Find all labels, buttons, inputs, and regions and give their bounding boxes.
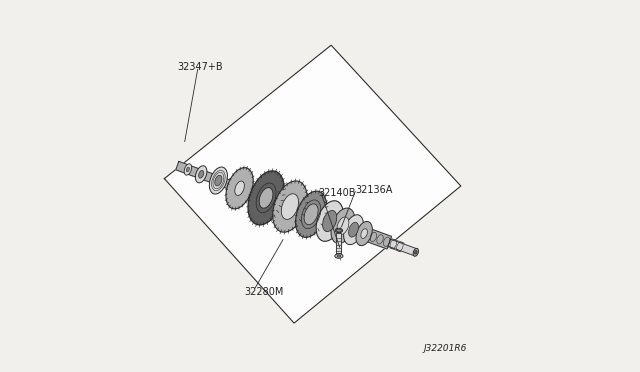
Ellipse shape (413, 248, 419, 256)
Ellipse shape (335, 254, 343, 258)
Ellipse shape (335, 228, 342, 233)
Ellipse shape (198, 170, 204, 178)
Ellipse shape (273, 181, 307, 232)
Ellipse shape (356, 221, 372, 246)
Ellipse shape (304, 204, 318, 225)
Ellipse shape (259, 187, 273, 208)
Polygon shape (176, 161, 404, 252)
Ellipse shape (215, 175, 222, 186)
Text: 32136A: 32136A (355, 185, 392, 195)
Ellipse shape (336, 229, 342, 232)
Polygon shape (336, 233, 342, 253)
Ellipse shape (316, 201, 343, 241)
Ellipse shape (226, 168, 253, 209)
Polygon shape (366, 229, 392, 249)
Ellipse shape (337, 255, 340, 257)
Ellipse shape (235, 181, 244, 195)
Ellipse shape (248, 171, 284, 225)
Ellipse shape (296, 191, 326, 237)
Text: J32201R6: J32201R6 (423, 344, 467, 353)
Text: 32280M: 32280M (244, 286, 284, 296)
Ellipse shape (209, 167, 227, 194)
Text: 32140B: 32140B (318, 188, 356, 198)
Ellipse shape (344, 215, 364, 245)
Polygon shape (164, 45, 461, 323)
Text: 32347+B: 32347+B (177, 62, 223, 73)
Ellipse shape (195, 166, 207, 183)
Ellipse shape (331, 208, 355, 244)
Ellipse shape (361, 229, 367, 238)
Polygon shape (388, 239, 417, 256)
Ellipse shape (349, 222, 358, 237)
Ellipse shape (186, 167, 189, 172)
Ellipse shape (184, 164, 191, 175)
Ellipse shape (415, 251, 417, 254)
Ellipse shape (282, 194, 298, 219)
Ellipse shape (323, 211, 337, 232)
Ellipse shape (337, 217, 349, 235)
